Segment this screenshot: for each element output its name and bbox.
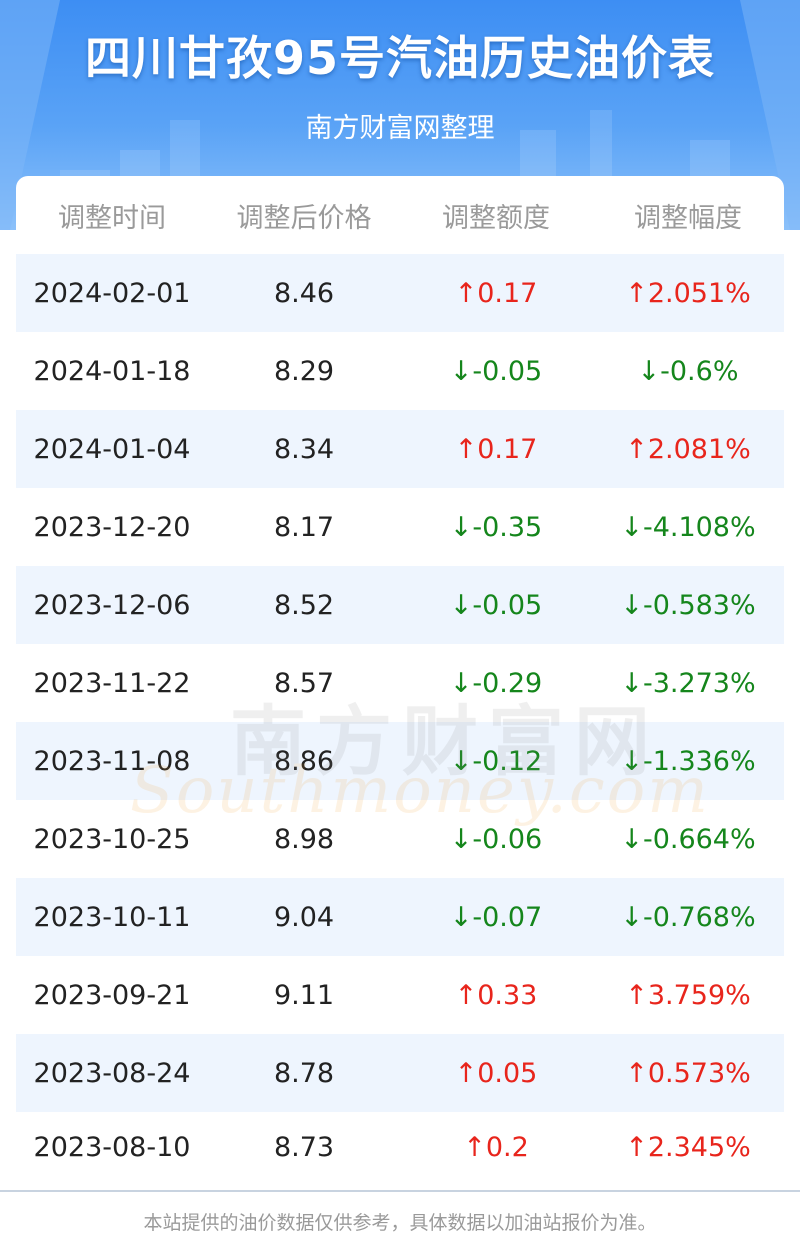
cell-price: 8.29 [273,355,335,387]
cell-percent: ↓-0.6% [637,355,739,387]
cell-date: 2023-12-06 [33,589,191,621]
cell-date: 2024-01-04 [33,433,191,465]
cell-date: 2023-10-11 [33,901,191,933]
cell-price: 8.86 [273,745,335,777]
table-header: 调整时间 调整后价格 调整额度 调整幅度 [16,176,784,254]
cell-amount: ↓-0.05 [449,355,543,387]
cell-percent: ↓-3.273% [620,667,756,699]
cell-amount: ↑0.2 [463,1131,529,1163]
table-row: 2023-10-11 9.04 ↓-0.07 ↓-0.768% [16,878,784,956]
table-row: 2023-08-10 8.73 ↑0.2 ↑2.345% [16,1108,784,1186]
column-header-date: 调整时间 [58,202,166,234]
cell-percent: ↑2.345% [625,1131,751,1163]
column-header-price: 调整后价格 [236,202,372,234]
cell-amount: ↑0.33 [454,979,538,1011]
cell-amount: ↑0.17 [454,277,538,309]
cell-price: 8.17 [273,511,335,543]
cell-percent: ↑0.573% [625,1057,751,1089]
table-row: 2023-10-25 8.98 ↓-0.06 ↓-0.664% [16,800,784,878]
cell-amount: ↑0.17 [454,433,538,465]
cell-amount: ↑0.05 [454,1057,538,1089]
cell-percent: ↓-0.664% [620,823,756,855]
cell-percent: ↓-0.583% [620,589,756,621]
table-row: 2023-12-20 8.17 ↓-0.35 ↓-4.108% [16,488,784,566]
table-row: 2023-11-22 8.57 ↓-0.29 ↓-3.273% [16,644,784,722]
column-header-percent: 调整幅度 [634,202,742,234]
cell-amount: ↓-0.05 [449,589,543,621]
page-subtitle: 南方财富网整理 [305,113,495,144]
footer-note: 本站提供的油价数据仅供参考，具体数据以加油站报价为准。 [143,1212,657,1234]
table-row: 2024-01-04 8.34 ↑0.17 ↑2.081% [16,410,784,488]
cell-date: 2023-12-20 [33,511,191,543]
column-header-amount: 调整额度 [442,202,550,234]
cell-amount: ↓-0.29 [449,667,543,699]
cell-price: 9.04 [273,901,335,933]
table-row: 2024-02-01 8.46 ↑0.17 ↑2.051% [16,254,784,332]
cell-date: 2023-09-21 [33,979,191,1011]
cell-percent: ↑3.759% [625,979,751,1011]
cell-price: 8.46 [273,277,335,309]
cell-date: 2023-10-25 [33,823,191,855]
cell-price: 8.78 [273,1057,335,1089]
cell-percent: ↑2.081% [625,433,751,465]
cell-percent: ↑2.051% [625,277,751,309]
cell-date: 2024-02-01 [33,277,191,309]
cell-price: 8.57 [273,667,335,699]
cell-price: 8.52 [273,589,335,621]
cell-date: 2023-08-24 [33,1057,191,1089]
table-row: 2023-08-24 8.78 ↑0.05 ↑0.573% [16,1034,784,1112]
cell-price: 9.11 [273,979,335,1011]
cell-date: 2023-11-08 [33,745,191,777]
cell-amount: ↓-0.12 [449,745,543,777]
cell-date: 2024-01-18 [33,355,191,387]
cell-percent: ↓-1.336% [620,745,756,777]
table-row: 2023-11-08 8.86 ↓-0.12 ↓-1.336% [16,722,784,800]
cell-date: 2023-08-10 [33,1131,191,1163]
cell-percent: ↓-0.768% [620,901,756,933]
cell-percent: ↓-4.108% [620,511,756,543]
cell-date: 2023-11-22 [33,667,191,699]
cell-price: 8.34 [273,433,335,465]
footer-divider [0,1190,800,1192]
cell-price: 8.73 [273,1131,335,1163]
table-row: 2024-01-18 8.29 ↓-0.05 ↓-0.6% [16,332,784,410]
table-row: 2023-12-06 8.52 ↓-0.05 ↓-0.583% [16,566,784,644]
page-title: 四川甘孜95号汽油历史油价表 [84,31,715,85]
cell-amount: ↓-0.07 [449,901,543,933]
cell-amount: ↓-0.06 [449,823,543,855]
cell-price: 8.98 [273,823,335,855]
cell-amount: ↓-0.35 [449,511,543,543]
price-table-card: 调整时间 调整后价格 调整额度 调整幅度 2024-02-01 8.46 ↑0.… [16,176,784,1112]
table-row: 2023-09-21 9.11 ↑0.33 ↑3.759% [16,956,784,1034]
